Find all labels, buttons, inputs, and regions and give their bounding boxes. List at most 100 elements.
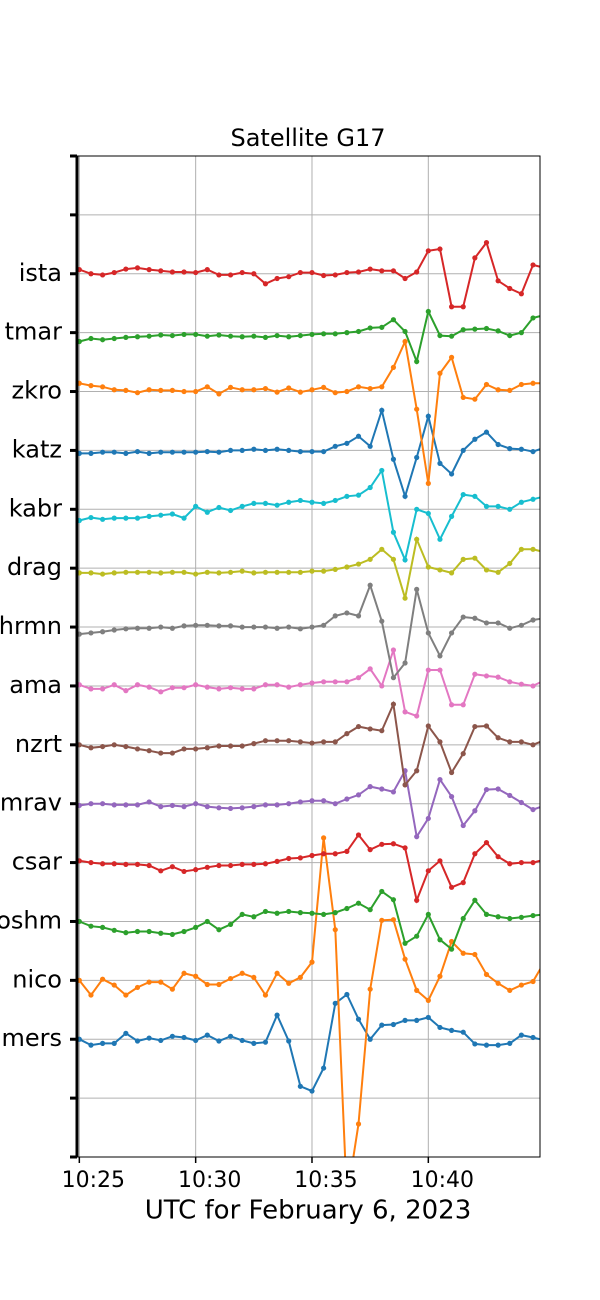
data-point [530,262,536,268]
data-point [448,1027,455,1034]
data-point [239,624,245,630]
data-point [204,509,210,515]
data-point [460,822,466,829]
data-point [158,804,164,810]
data-point [379,1022,385,1028]
data-point [414,454,420,461]
x-tick-label: 10:30 [178,1168,241,1193]
data-point [88,450,94,456]
data-point [181,868,187,875]
data-point [390,456,397,462]
data-point [262,281,269,287]
data-point [448,354,455,360]
x-tick-label: 10:40 [411,1168,474,1193]
data-point [507,739,513,745]
data-point [169,332,175,339]
data-point [216,743,222,749]
data-point [379,407,385,413]
data-point [390,268,397,274]
data-point [181,623,187,629]
data-point [483,839,490,846]
data-point [414,269,420,275]
data-point [472,671,478,677]
data-point [507,987,513,993]
data-point [146,928,152,935]
x-tick-label: 10:25 [62,1168,125,1193]
data-point [158,268,164,274]
data-point [251,686,257,692]
data-point [146,267,152,273]
data-point [367,266,373,272]
data-point [158,1037,164,1044]
data-point [332,272,338,278]
data-point [448,471,455,477]
data-point [227,507,234,514]
data-point [355,384,362,390]
data-point [495,735,501,741]
data-point [193,867,199,873]
data-point [425,997,431,1003]
data-point [483,325,490,332]
data-point [321,851,327,857]
data-point [518,1032,524,1038]
data-point [181,685,187,691]
data-point [216,570,222,576]
data-point [286,447,292,454]
data-point [216,332,222,338]
data-point [146,862,152,869]
data-point [367,484,373,491]
y-tick-label: katz [12,435,62,463]
data-point [414,406,420,412]
data-point [483,971,490,978]
data-point [227,447,234,454]
data-point [379,324,385,330]
data-point [88,271,94,277]
data-point [88,630,94,636]
data-point [181,569,187,575]
data-point [193,746,199,752]
data-point [495,503,501,509]
y-tick-label: zkro [11,377,62,405]
data-point [251,570,257,576]
data-point [321,739,327,745]
data-point [460,614,466,620]
data-point [134,746,141,752]
data-point [204,864,210,870]
data-point [297,910,303,916]
data-point [227,743,234,749]
data-point [355,832,362,838]
data-point [414,834,420,840]
data-point [437,332,443,339]
data-point [262,500,269,507]
data-point [460,327,466,333]
data-point [99,516,106,522]
data-point [507,285,513,292]
data-point [530,315,536,321]
data-point [204,918,210,925]
data-point [274,332,280,339]
data-point [239,387,245,393]
data-point [367,1036,373,1042]
data-point [181,515,187,521]
data-point [123,569,129,575]
data-point [425,564,431,570]
data-point [169,1033,175,1039]
data-point [530,496,536,502]
data-point [158,332,164,338]
data-point [332,497,338,504]
data-point [146,569,152,575]
data-point [262,861,269,867]
data-point [460,394,466,401]
data-point [402,1017,408,1023]
data-point [507,861,513,867]
data-point [239,861,245,867]
data-point [495,1042,501,1048]
data-point [169,511,175,517]
data-point [367,443,373,449]
data-point [262,992,269,998]
data-point [483,673,490,679]
data-point [355,269,362,275]
data-point [379,384,385,390]
data-point [332,390,338,396]
data-point [460,304,466,310]
